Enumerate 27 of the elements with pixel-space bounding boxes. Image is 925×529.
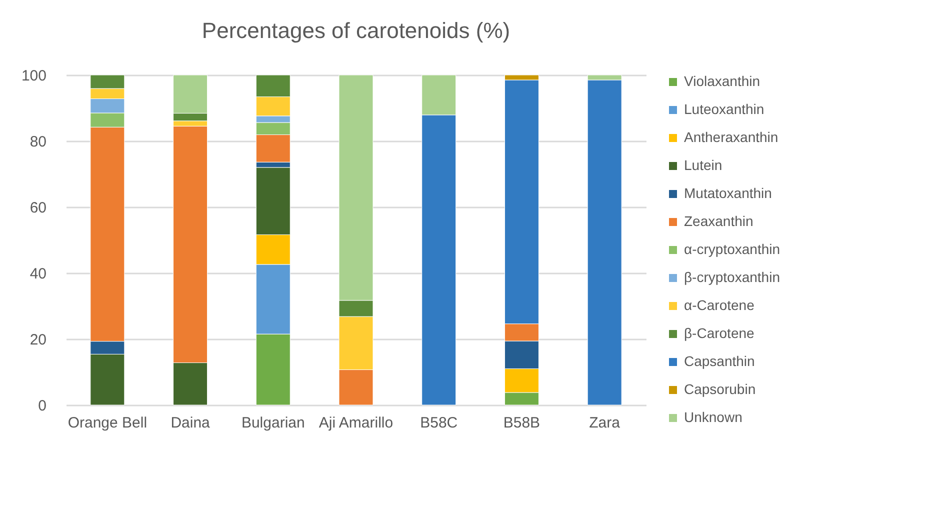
y-tick-label: 40 bbox=[30, 266, 46, 282]
x-tick-label: Daina bbox=[170, 414, 211, 432]
legend-label: Antheraxanthin bbox=[684, 129, 778, 145]
legend-label: α-cryptoxanthin bbox=[684, 241, 780, 257]
legend-label: Unknown bbox=[684, 409, 742, 425]
legend-label: β-Carotene bbox=[684, 325, 755, 341]
legend-label: Zeaxanthin bbox=[684, 213, 754, 229]
legend-label: Mutatoxanthin bbox=[684, 185, 772, 201]
x-tick-label: Aji Amarillo bbox=[318, 414, 394, 432]
chart-title: Percentages of carotenoids (%) bbox=[202, 18, 510, 43]
y-tick-label: 60 bbox=[30, 200, 46, 216]
legend-label: Violaxanthin bbox=[684, 73, 760, 89]
y-tick-label: 100 bbox=[21, 68, 46, 84]
legend-label: Lutein bbox=[684, 157, 722, 173]
legend-label: β-cryptoxanthin bbox=[684, 269, 780, 285]
y-tick-label: 20 bbox=[30, 332, 46, 348]
legend-label: Luteoxanthin bbox=[684, 101, 764, 117]
y-tick-label: 80 bbox=[30, 134, 46, 150]
x-tick-label: B58C bbox=[420, 414, 458, 432]
x-tick-label: Orange Bell bbox=[68, 414, 148, 432]
y-tick-label: 0 bbox=[38, 398, 46, 414]
legend-label: Capsorubin bbox=[684, 381, 756, 397]
legend-label: Capsanthin bbox=[684, 353, 755, 369]
x-tick-label: Bulgarian bbox=[241, 414, 305, 432]
x-tick-label: B58B bbox=[503, 414, 540, 432]
legend-label: α-Carotene bbox=[684, 297, 755, 313]
x-tick-label: Zara bbox=[589, 414, 621, 432]
